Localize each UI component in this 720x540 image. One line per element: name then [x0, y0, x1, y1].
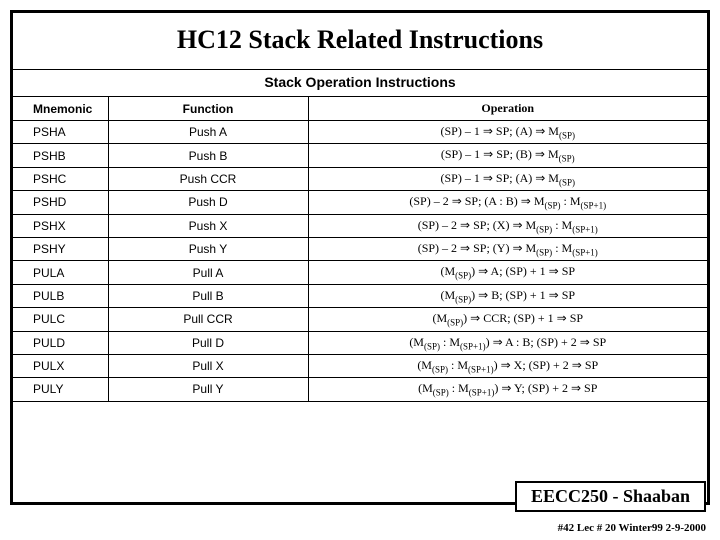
table-row: PSHYPush Y(SP) – 2 ⇒ SP; (Y) ⇒ M(SP) : M… — [13, 237, 707, 260]
footer-meta-line: #42 Lec # 20 Winter99 2-9-2000 — [558, 522, 706, 534]
th-function: Function — [108, 97, 308, 121]
cell-operation: (SP) – 2 ⇒ SP; (X) ⇒ M(SP) : M(SP+1) — [308, 214, 707, 237]
slide-frame: HC12 Stack Related Instructions Stack Op… — [10, 10, 710, 505]
th-operation: Operation — [308, 97, 707, 121]
table-row: PULXPull X(M(SP) : M(SP+1)) ⇒ X; (SP) + … — [13, 354, 707, 377]
cell-operation: (M(SP) : M(SP+1)) ⇒ Y; (SP) + 2 ⇒ SP — [308, 378, 707, 401]
table-row: PSHDPush D(SP) – 2 ⇒ SP; (A : B) ⇒ M(SP)… — [13, 191, 707, 214]
cell-mnemonic: PSHY — [13, 237, 108, 260]
footer-course-box: EECC250 - Shaaban — [515, 481, 706, 512]
cell-function: Push A — [108, 121, 308, 144]
cell-operation: (M(SP) : M(SP+1)) ⇒ A : B; (SP) + 2 ⇒ SP — [308, 331, 707, 354]
cell-operation: (SP) – 2 ⇒ SP; (A : B) ⇒ M(SP) : M(SP+1) — [308, 191, 707, 214]
table-row: PULBPull B(M(SP)) ⇒ B; (SP) + 1 ⇒ SP — [13, 284, 707, 307]
cell-mnemonic: PULD — [13, 331, 108, 354]
cell-function: Pull A — [108, 261, 308, 284]
cell-mnemonic: PSHC — [13, 167, 108, 190]
cell-function: Pull X — [108, 354, 308, 377]
cell-operation: (SP) – 1 ⇒ SP; (B) ⇒ M(SP) — [308, 144, 707, 167]
cell-function: Push D — [108, 191, 308, 214]
cell-mnemonic: PULC — [13, 308, 108, 331]
cell-function: Pull CCR — [108, 308, 308, 331]
cell-operation: (M(SP) : M(SP+1)) ⇒ X; (SP) + 2 ⇒ SP — [308, 354, 707, 377]
cell-function: Pull Y — [108, 378, 308, 401]
cell-mnemonic: PULY — [13, 378, 108, 401]
cell-mnemonic: PULX — [13, 354, 108, 377]
cell-operation: (SP) – 1 ⇒ SP; (A) ⇒ M(SP) — [308, 167, 707, 190]
table-row: PULCPull CCR(M(SP)) ⇒ CCR; (SP) + 1 ⇒ SP — [13, 308, 707, 331]
cell-operation: (M(SP)) ⇒ B; (SP) + 1 ⇒ SP — [308, 284, 707, 307]
cell-mnemonic: PULA — [13, 261, 108, 284]
cell-mnemonic: PSHB — [13, 144, 108, 167]
cell-function: Push CCR — [108, 167, 308, 190]
cell-mnemonic: PSHX — [13, 214, 108, 237]
cell-mnemonic: PSHA — [13, 121, 108, 144]
cell-operation: (M(SP)) ⇒ CCR; (SP) + 1 ⇒ SP — [308, 308, 707, 331]
cell-function: Push B — [108, 144, 308, 167]
cell-function: Pull B — [108, 284, 308, 307]
cell-function: Push X — [108, 214, 308, 237]
cell-function: Push Y — [108, 237, 308, 260]
cell-mnemonic: PSHD — [13, 191, 108, 214]
table-row: PULAPull A(M(SP)) ⇒ A; (SP) + 1 ⇒ SP — [13, 261, 707, 284]
table-row: PSHXPush X(SP) – 2 ⇒ SP; (X) ⇒ M(SP) : M… — [13, 214, 707, 237]
table-header-row: Mnemonic Function Operation — [13, 97, 707, 121]
cell-mnemonic: PULB — [13, 284, 108, 307]
table-row: PULYPull Y(M(SP) : M(SP+1)) ⇒ Y; (SP) + … — [13, 378, 707, 401]
cell-operation: (M(SP)) ⇒ A; (SP) + 1 ⇒ SP — [308, 261, 707, 284]
table-caption: Stack Operation Instructions — [13, 69, 707, 96]
th-mnemonic: Mnemonic — [13, 97, 108, 121]
table-row: PSHCPush CCR(SP) – 1 ⇒ SP; (A) ⇒ M(SP) — [13, 167, 707, 190]
table-row: PULDPull D(M(SP) : M(SP+1)) ⇒ A : B; (SP… — [13, 331, 707, 354]
cell-operation: (SP) – 2 ⇒ SP; (Y) ⇒ M(SP) : M(SP+1) — [308, 237, 707, 260]
instructions-table: Mnemonic Function Operation PSHAPush A(S… — [13, 96, 707, 402]
cell-function: Pull D — [108, 331, 308, 354]
table-row: PSHBPush B(SP) – 1 ⇒ SP; (B) ⇒ M(SP) — [13, 144, 707, 167]
table-row: PSHAPush A(SP) – 1 ⇒ SP; (A) ⇒ M(SP) — [13, 121, 707, 144]
slide: HC12 Stack Related Instructions Stack Op… — [0, 0, 720, 540]
slide-title: HC12 Stack Related Instructions — [13, 25, 707, 55]
table-wrap: Stack Operation Instructions Mnemonic Fu… — [13, 69, 707, 402]
cell-operation: (SP) – 1 ⇒ SP; (A) ⇒ M(SP) — [308, 121, 707, 144]
